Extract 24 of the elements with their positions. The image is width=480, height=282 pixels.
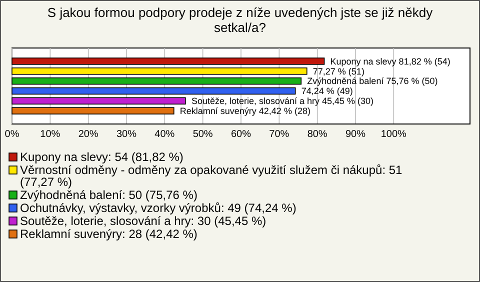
x-tick-label: 10% [40, 129, 60, 140]
x-tick-label: 60% [230, 129, 252, 140]
legend-label: Reklamní suvenýry: 28 (42,42 %) [20, 227, 198, 241]
data-label: 77,27 % (51) [312, 66, 364, 76]
data-label: 74,24 % (49) [301, 86, 353, 96]
x-tick-label: 40% [154, 129, 175, 140]
data-label: Kupony na slevy 81,82 % (54) [330, 56, 450, 66]
data-label: Reklamní suvenýry 42,42 % (28) [180, 106, 310, 116]
x-tick-label: 20% [78, 129, 98, 140]
data-label: Zvýhodněná balení 75,76 % (50) [307, 76, 438, 86]
x-tick-label: 90% [345, 129, 366, 140]
legend-label: Ochutnávky, výstavky, vzorky výrobků: 49 (74,24 %) [20, 201, 296, 215]
data-label: Soutěže, loterie, slosování a hry 45,45 % (30) [191, 96, 374, 106]
legend-label: Zvýhodněná balení: 50 (75,76 %) [20, 188, 198, 202]
chart-title: S jakou formou podpory prodeje z níže uvedených jste se již někdy setkal/a? [47, 5, 434, 35]
x-tick-label: 0% [4, 129, 20, 140]
legend-label: Soutěže, loterie, slosování a hry: 30 (45,45 %) [20, 214, 266, 228]
x-tick-label: 100% [380, 129, 407, 140]
x-tick-label: 80% [307, 129, 328, 140]
x-tick-label: 30% [116, 129, 137, 140]
legend-label: Věrnostní odměny - odměny za opakované využití služem či nákupů: 51 (77,27 %) [20, 163, 403, 189]
x-tick-label: 50% [192, 129, 213, 140]
x-tick-label: 70% [269, 129, 290, 140]
legend-label: Kupony na slevy: 54 (81,82 %) [20, 150, 184, 164]
